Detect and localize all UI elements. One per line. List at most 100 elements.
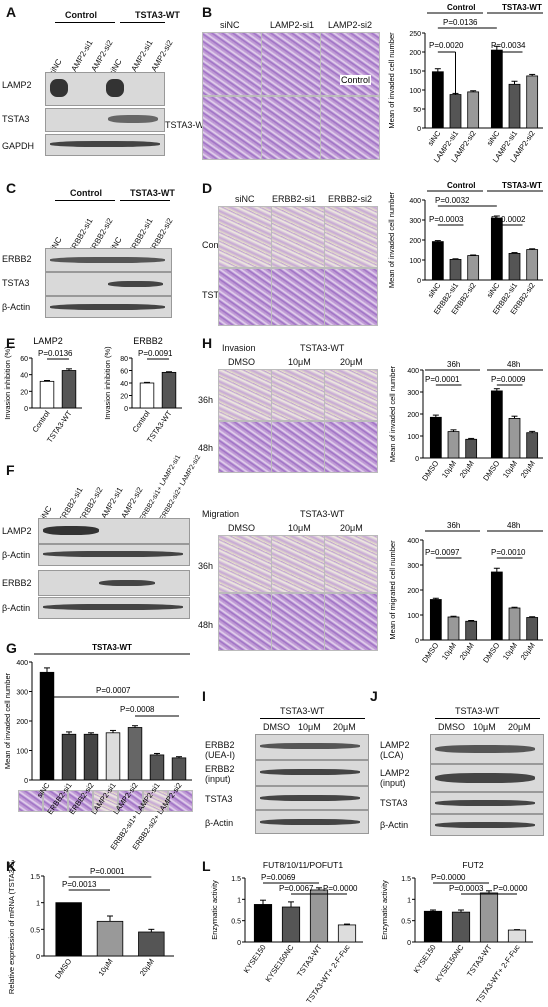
x-tick-label: 10μM: [501, 459, 519, 480]
bar: [526, 75, 539, 129]
x-tick-label: siNC: [426, 281, 443, 300]
panel-label-d: D: [202, 180, 213, 196]
y-tick-label: 400: [409, 198, 421, 205]
panel-a-blot: Control TSTA3-WT siNC LAMP2-si1 LAMP2-si…: [0, 0, 209, 175]
row-label: β-Actin: [2, 302, 31, 312]
micrograph: [218, 369, 272, 421]
y-axis-label: Relative expression of mRNA (TSTA3/GAPDH…: [7, 860, 16, 994]
chart-l-fut2: 0 0.5 1 1.5 Enzymatic activity KYSE150KYSE150…: [380, 860, 533, 1005]
p-value: P=0.0136: [38, 349, 73, 358]
group-label: Control: [65, 10, 97, 20]
y-axis-label: Mean of invaded cell number: [3, 672, 12, 769]
p-value: P=0.0067: [279, 884, 314, 893]
row-label: TSTA3: [205, 794, 233, 804]
blot: [255, 760, 369, 786]
micrograph: [324, 535, 378, 593]
blot-erbb2: [38, 570, 190, 596]
p-value: P=0.0136: [443, 18, 478, 27]
micrograph: [271, 593, 325, 651]
x-tick-label: KYSE150NC: [263, 943, 296, 984]
bar: [467, 91, 480, 129]
y-tick-label: 0: [415, 456, 419, 463]
y-tick-label: 1.5: [401, 876, 411, 883]
panel-b-images: siNC LAMP2-si1 LAMP2-si2 Control: [200, 0, 385, 175]
x-tick-label: 20μM: [519, 459, 537, 480]
bar: [465, 438, 478, 459]
blot-actin: [38, 597, 190, 619]
bar: [526, 617, 539, 641]
y-tick-label: 100: [16, 749, 28, 756]
col-label: ERBB2-si2: [328, 194, 373, 204]
bar: [105, 732, 121, 781]
chart-h-migration: 0 100 200 300 400 Mean of migrated cell numbe…: [388, 521, 543, 665]
bar: [451, 911, 471, 943]
panel-label-f: F: [6, 462, 15, 478]
panel-d-images: siNC ERBB2-si1 ERBB2-si2 Control TSTA3-W…: [200, 178, 385, 328]
y-tick-label: 200: [407, 588, 419, 595]
micrograph: [271, 421, 325, 473]
row-label: GAPDH: [2, 141, 35, 151]
panel-label-c: C: [6, 180, 17, 196]
bar: [149, 754, 165, 781]
x-tick-label: siNC: [485, 129, 502, 148]
blot: [255, 786, 369, 810]
y-tick-label: 400: [16, 660, 28, 667]
micrograph: [218, 268, 272, 326]
bar: [55, 902, 82, 957]
bar: [253, 904, 273, 943]
y-tick-label: 200: [407, 412, 419, 419]
col-label: LAMP2-si1: [270, 20, 315, 30]
y-tick-label: 0: [24, 778, 28, 785]
micrograph: [324, 268, 378, 326]
y-tick-label: 100: [409, 88, 421, 95]
y-tick-label: 100: [407, 613, 419, 620]
bar: [127, 727, 143, 781]
p-value: P=0.0000: [493, 884, 528, 893]
lane-label: ERBB2-si2+ LAMP2-si2: [158, 453, 203, 522]
x-tick-label: KYSE150: [242, 943, 268, 975]
row-label: β-Actin: [2, 603, 31, 613]
y-tick-label: 20: [120, 394, 128, 401]
chart-g: 0 100 200 300 400 Mean of invaded cell number…: [3, 643, 192, 852]
x-tick-label: DMSO: [481, 459, 501, 483]
bar: [309, 889, 329, 943]
x-tick-label: siNC: [426, 129, 443, 148]
blot-tsta3: [45, 108, 165, 132]
group-label: TSTA3-WT: [502, 181, 542, 190]
migration-label: Migration: [202, 509, 240, 519]
y-tick-label: 100: [407, 434, 419, 441]
row-label: ERBB2: [2, 578, 32, 588]
col-label: 20μM: [340, 357, 363, 367]
bar: [161, 371, 177, 409]
y-tick-label: 0: [417, 278, 421, 285]
chart-title: FUT8/10/11/POFUT1: [263, 860, 343, 870]
row-label: LAMP2: [2, 80, 32, 90]
blot-erbb2: [45, 248, 172, 272]
row-label: LAMP2 (input): [380, 768, 410, 788]
blot-tsta3: [45, 272, 172, 296]
row-label: 48h: [198, 443, 214, 453]
y-tick-label: 40: [120, 381, 128, 388]
x-tick-label: TSTA3-WT: [465, 943, 494, 979]
micrograph: [202, 96, 262, 160]
y-tick-label: 20: [20, 389, 28, 396]
blot-gapdh: [45, 134, 165, 156]
group-label: Control: [447, 3, 475, 12]
y-axis-label: Enzymatic activity: [380, 880, 389, 940]
bar: [139, 382, 155, 409]
y-tick-label: 50: [413, 107, 421, 114]
p-value: P=0.0091: [138, 349, 173, 358]
x-tick-label: 10μM: [440, 459, 458, 480]
micrograph: [271, 206, 325, 268]
x-tick-label: 20μM: [458, 459, 476, 480]
panel-label-e: E: [6, 335, 16, 351]
p-value: P=0.0008: [120, 705, 155, 714]
y-tick-label: 1: [36, 901, 40, 908]
bar: [61, 370, 77, 409]
y-tick-label: 1.5: [30, 874, 40, 881]
row-label: Control: [340, 75, 372, 85]
p-value: P=0.0001: [425, 375, 460, 384]
x-tick-label: DMSO: [420, 459, 440, 483]
micrograph: [218, 206, 272, 268]
